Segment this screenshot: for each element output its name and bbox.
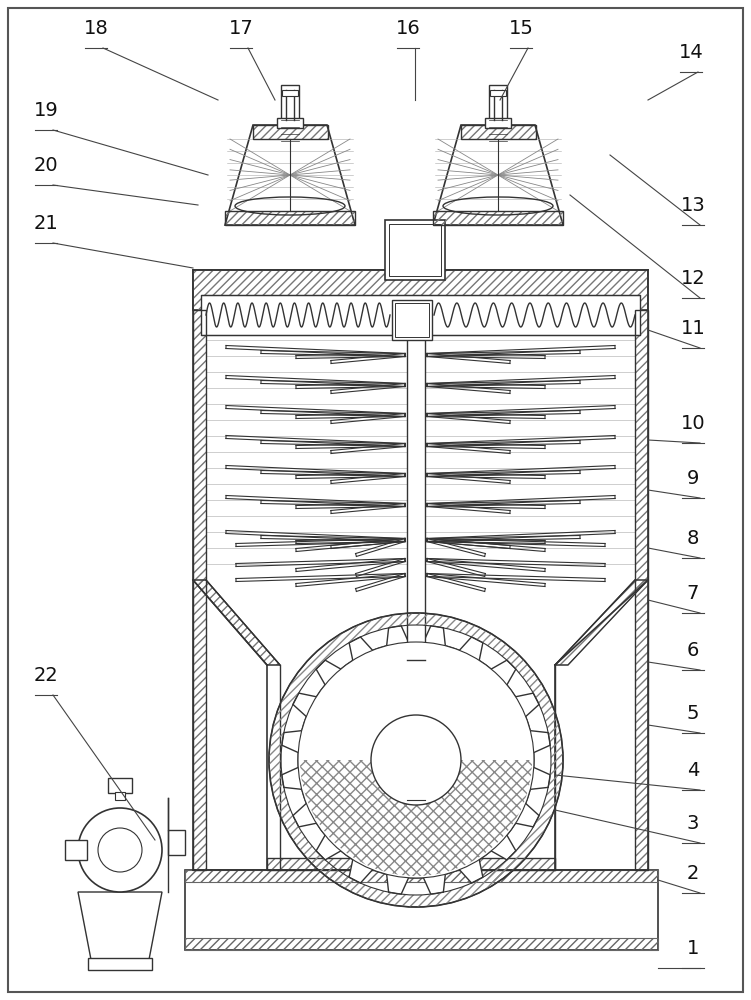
Polygon shape <box>78 892 162 970</box>
Circle shape <box>78 808 162 892</box>
Bar <box>433 211 563 225</box>
Bar <box>253 125 328 139</box>
Text: 15: 15 <box>508 19 533 38</box>
Text: 1: 1 <box>687 939 699 958</box>
Bar <box>489 85 507 120</box>
Bar <box>485 118 511 128</box>
Bar <box>395 303 429 337</box>
Bar <box>206 335 635 870</box>
Bar <box>281 85 299 120</box>
Text: 22: 22 <box>34 666 59 685</box>
Bar <box>108 778 132 793</box>
Bar <box>433 211 563 225</box>
Text: 18: 18 <box>83 19 108 38</box>
Bar <box>225 211 355 225</box>
Bar <box>267 858 555 870</box>
Bar <box>267 858 555 870</box>
Polygon shape <box>225 125 355 225</box>
Bar <box>65 840 87 860</box>
Text: 16: 16 <box>396 19 421 38</box>
Text: 7: 7 <box>687 584 699 603</box>
Bar <box>392 300 432 340</box>
Bar <box>635 310 648 870</box>
Bar <box>185 938 658 950</box>
Bar <box>193 270 648 310</box>
Text: 10: 10 <box>680 414 705 433</box>
Bar <box>253 125 328 139</box>
Bar <box>185 870 658 882</box>
Bar <box>225 211 355 225</box>
Text: 21: 21 <box>34 214 59 233</box>
Text: 20: 20 <box>34 156 59 175</box>
Text: 17: 17 <box>228 19 253 38</box>
Text: 13: 13 <box>680 196 705 215</box>
Text: 2: 2 <box>687 864 699 883</box>
Bar <box>282 90 298 96</box>
Bar <box>115 792 125 800</box>
Text: 19: 19 <box>34 101 59 120</box>
Text: 14: 14 <box>679 43 704 62</box>
Bar <box>168 830 185 855</box>
Bar <box>635 310 648 870</box>
Polygon shape <box>433 125 563 225</box>
Polygon shape <box>282 626 550 894</box>
Circle shape <box>298 642 534 878</box>
Bar <box>193 310 206 870</box>
Circle shape <box>98 828 142 872</box>
Bar <box>277 118 303 128</box>
Text: 9: 9 <box>687 469 699 488</box>
Bar <box>201 295 640 335</box>
Text: 12: 12 <box>680 269 705 288</box>
Text: 5: 5 <box>686 704 699 723</box>
Text: 3: 3 <box>687 814 699 833</box>
Circle shape <box>371 715 461 805</box>
Text: 8: 8 <box>687 529 699 548</box>
Bar <box>193 270 648 310</box>
Bar <box>193 310 206 870</box>
Text: 4: 4 <box>687 761 699 780</box>
Bar <box>389 224 441 276</box>
Bar <box>461 125 536 139</box>
Text: 6: 6 <box>687 641 699 660</box>
Text: 11: 11 <box>680 319 705 338</box>
Bar <box>185 870 658 950</box>
Bar <box>268 665 554 870</box>
Bar <box>407 308 425 660</box>
Bar <box>490 90 506 96</box>
Bar <box>88 958 152 970</box>
Bar <box>385 220 445 280</box>
Bar <box>461 125 536 139</box>
